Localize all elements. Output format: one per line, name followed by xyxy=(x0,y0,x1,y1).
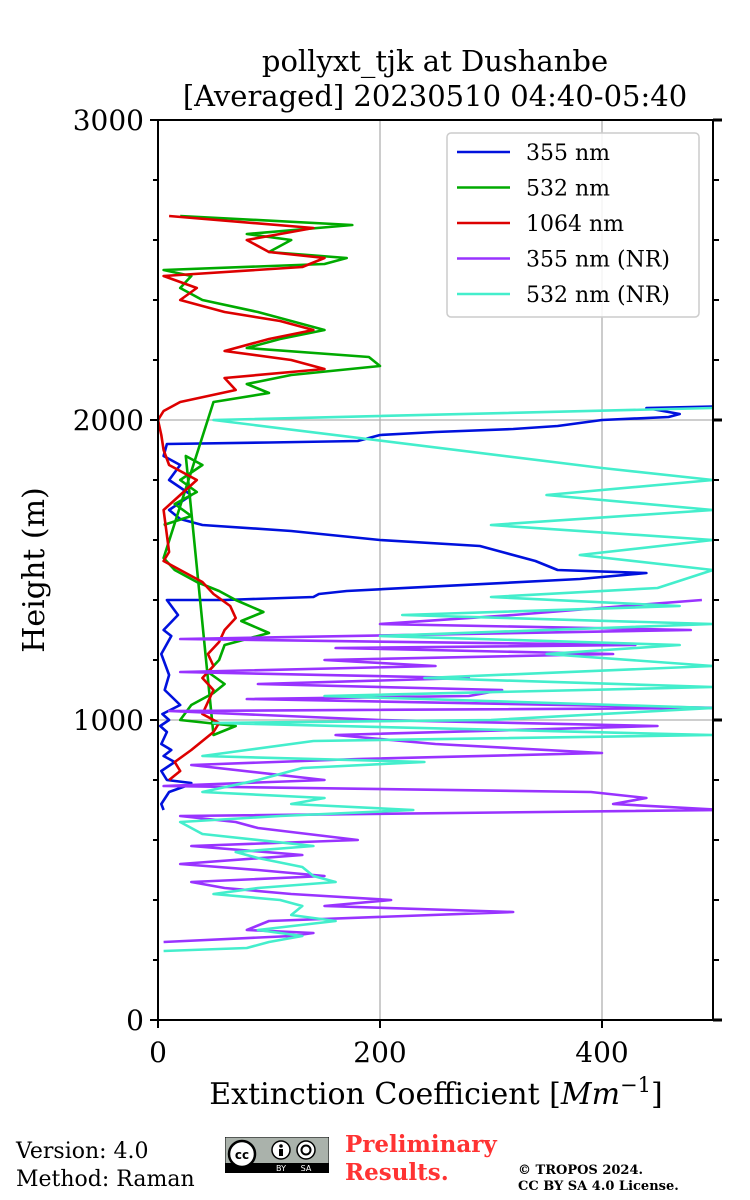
legend-entry: 1064 nm xyxy=(457,212,624,237)
y-tick-label-3: 3000 xyxy=(73,104,144,137)
chart-figure: pollyxt_tjk at Dushanbe [Averaged] 20230… xyxy=(17,44,722,1112)
series-line-355-nm-nr- xyxy=(162,598,713,944)
legend-entry: 532 nm xyxy=(457,177,610,202)
preliminary-line-2: Results. xyxy=(345,1159,449,1186)
cc-icon xyxy=(227,1139,257,1169)
copyright-notice: © TROPOS 2024. CC BY SA 4.0 License. xyxy=(518,1163,679,1195)
by-icon-body xyxy=(279,1149,283,1156)
by-label: BY xyxy=(276,1164,286,1173)
legend-entry: 355 nm xyxy=(457,141,610,166)
preliminary-line-1: Preliminary xyxy=(345,1131,497,1158)
copyright-line-2: CC BY SA 4.0 License. xyxy=(518,1179,679,1194)
sa-share-alike-icon xyxy=(296,1140,316,1160)
legend-label: 355 nm xyxy=(526,141,610,166)
version-text: Version: 4.0 xyxy=(16,1139,149,1164)
y-tick-label-0: 0 xyxy=(126,1004,144,1037)
cc-icon-text: cc xyxy=(235,1148,249,1162)
footer-info: Version: 4.0 Method: Raman xyxy=(16,1138,195,1194)
legend-label: 355 nm (NR) xyxy=(526,248,670,273)
legend-label: 532 nm xyxy=(526,177,610,202)
legend-box xyxy=(446,132,700,318)
x-axis-label: Extinction Coefficient [Mm−1] xyxy=(209,1073,662,1112)
copyright-line-1: © TROPOS 2024. xyxy=(518,1163,644,1178)
chart-title-line-1: pollyxt_tjk at Dushanbe xyxy=(262,44,608,79)
y-axis-label: Height (m) xyxy=(17,487,52,652)
x-tick-label-0: 0 xyxy=(149,1036,167,1069)
series-line-532-nm-nr- xyxy=(163,406,713,953)
legend-entry: 355 nm (NR) xyxy=(457,248,670,273)
by-icon-head xyxy=(279,1144,283,1148)
y-tick-label-1: 1000 xyxy=(73,704,144,737)
sa-icon-arrow xyxy=(300,1144,312,1156)
legend: 355 nm 532 nm 1064 nm 355 nm (NR) 532 nm (NR… xyxy=(446,132,700,318)
preliminary-notice: Preliminary Results. xyxy=(345,1131,497,1187)
series-layer xyxy=(158,214,713,953)
series-line-1064-nm xyxy=(158,214,326,782)
method-text: Method: Raman xyxy=(16,1167,195,1192)
legend-label: 1064 nm xyxy=(526,212,624,237)
chart-title-line-2: [Averaged] 20230510 04:40-05:40 xyxy=(183,79,687,113)
x-tick-label-1: 200 xyxy=(353,1036,406,1069)
axis-ticks: 0 200 400 0 1000 2000 3000 xyxy=(73,104,722,1069)
x-tick-label-2: 400 xyxy=(575,1036,628,1069)
series-line-532-nm xyxy=(162,214,382,737)
cc-badge-band xyxy=(225,1163,329,1173)
y-tick-label-2: 2000 xyxy=(73,404,144,437)
plot-frame xyxy=(157,119,714,1021)
cc-license-badge[interactable]: cc BY SA xyxy=(225,1137,329,1173)
sa-label: SA xyxy=(301,1164,312,1173)
legend-label: 532 nm (NR) xyxy=(526,283,670,308)
series-line-355-nm xyxy=(158,405,713,811)
legend-entry: 532 nm (NR) xyxy=(457,283,670,308)
